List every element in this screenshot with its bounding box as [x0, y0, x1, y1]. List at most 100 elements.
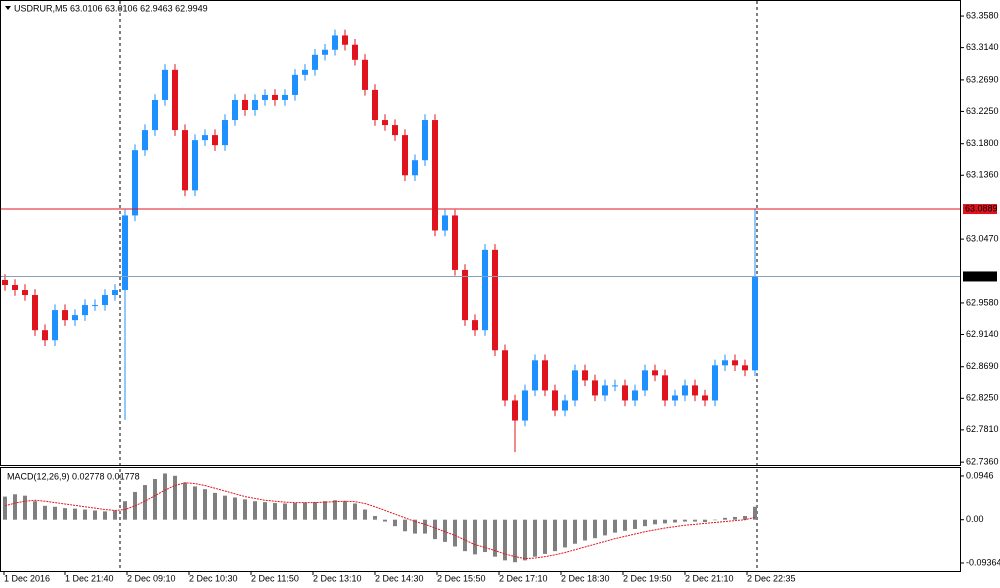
candle-body — [672, 395, 678, 401]
candle-body — [62, 310, 68, 321]
y-tick-label: 0.00 — [966, 514, 984, 524]
candle-body — [442, 215, 448, 231]
candle-body — [102, 295, 108, 306]
histogram-bar — [683, 519, 687, 522]
candle-body — [612, 385, 618, 387]
histogram-bar — [233, 497, 237, 520]
candle-body — [482, 249, 488, 331]
candle-body — [82, 305, 88, 316]
candle-body — [702, 395, 708, 401]
chart-title: USDRUR,M5 63.0106 63.0106 62.9463 62.994… — [14, 3, 208, 13]
histogram-bar — [343, 501, 347, 520]
candle-body — [212, 135, 218, 146]
histogram-bar — [223, 495, 227, 520]
candle-body — [182, 130, 188, 191]
histogram-bar — [303, 502, 307, 520]
candle-body — [392, 125, 398, 136]
candle-body — [252, 99, 258, 111]
x-tick-label: 2 Dec 18:30 — [561, 573, 610, 583]
macd-title: MACD(12,26,9) 0.02778 0.01778 — [7, 471, 140, 481]
candle-body — [622, 385, 628, 401]
histogram-bar — [603, 519, 607, 536]
histogram-bar — [513, 519, 517, 563]
histogram-bar — [173, 475, 177, 520]
candle-body — [662, 375, 668, 401]
histogram-bar — [403, 519, 407, 532]
histogram-bar — [323, 501, 327, 520]
y-tick-label: 63.0470 — [966, 233, 999, 243]
histogram-bar — [733, 516, 737, 520]
histogram-bar — [673, 519, 677, 523]
histogram-bar — [273, 503, 277, 520]
histogram-bar — [383, 519, 387, 522]
histogram-bar — [253, 501, 257, 520]
candle-body — [422, 120, 428, 161]
histogram-bar — [423, 519, 427, 534]
candle-body — [72, 315, 78, 321]
histogram-bar — [413, 519, 417, 534]
histogram-bar — [243, 499, 247, 520]
histogram-bar — [313, 502, 317, 520]
histogram-bar — [653, 519, 657, 525]
price-label-bg — [963, 204, 997, 215]
histogram-bar — [463, 519, 467, 552]
histogram-bar — [473, 519, 477, 555]
histogram-bar — [573, 519, 577, 544]
histogram-bar — [543, 519, 547, 554]
x-tick-label: 2 Dec 09:10 — [127, 573, 176, 583]
histogram-bar — [53, 506, 57, 520]
y-tick-label: 63.1800 — [966, 138, 999, 148]
y-tick-label: 0.0946 — [966, 470, 994, 480]
candle-body — [552, 390, 558, 411]
histogram-bar — [373, 515, 377, 520]
histogram-bar — [163, 473, 167, 520]
histogram-bar — [693, 519, 697, 522]
candle-body — [162, 69, 168, 100]
histogram-bar — [63, 508, 67, 520]
histogram-bar — [493, 519, 497, 557]
y-tick-label: 63.2250 — [966, 106, 999, 116]
candle-body — [22, 290, 28, 296]
candle-body — [502, 350, 508, 401]
candle-body — [452, 215, 458, 270]
menu-arrow[interactable] — [5, 6, 11, 10]
histogram-bar — [193, 486, 197, 520]
candle-body — [722, 360, 728, 366]
candle-body — [432, 120, 438, 231]
histogram-bar — [533, 519, 537, 557]
candle-body — [682, 385, 688, 396]
candle-body — [152, 99, 158, 131]
candle-body — [242, 99, 248, 111]
y-tick-label: 62.8250 — [966, 393, 999, 403]
histogram-bar — [363, 509, 367, 520]
histogram-bar — [633, 519, 637, 529]
histogram-bar — [43, 505, 47, 520]
candle-body — [342, 35, 348, 45]
histogram-bar — [443, 519, 447, 542]
histogram-bar — [23, 495, 27, 520]
candle-body — [42, 330, 48, 341]
candle-body — [542, 360, 548, 391]
histogram-bar — [453, 519, 457, 547]
candle-body — [332, 35, 338, 50]
histogram-bar — [113, 510, 117, 520]
candle-body — [352, 44, 358, 60]
histogram-bar — [743, 515, 747, 520]
histogram-bar — [293, 503, 297, 520]
x-tick-label: 2 Dec 19:50 — [623, 573, 672, 583]
candle-body — [632, 390, 638, 401]
price-label: 63.0889 — [965, 203, 998, 213]
x-tick-label: 2 Dec 13:10 — [313, 573, 362, 583]
histogram-bar — [643, 519, 647, 527]
candle-body — [122, 215, 128, 291]
histogram-bar — [563, 519, 567, 548]
candle-body — [642, 370, 648, 391]
candle-body — [582, 370, 588, 381]
candle-body — [132, 150, 138, 216]
x-tick-label: 2 Dec 14:30 — [375, 573, 424, 583]
candle-body — [572, 370, 578, 401]
histogram-bar — [703, 519, 707, 523]
histogram-bar — [393, 519, 397, 527]
histogram-bar — [433, 519, 437, 540]
histogram-bar — [753, 506, 757, 520]
